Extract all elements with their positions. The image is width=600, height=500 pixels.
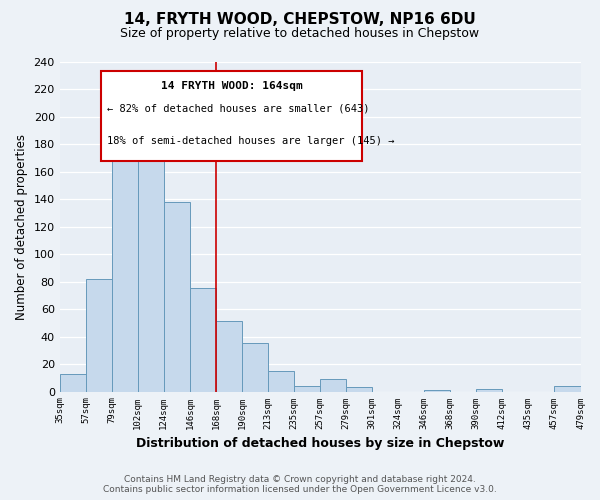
Bar [346, 388, 372, 392]
Text: ← 82% of detached houses are smaller (643): ← 82% of detached houses are smaller (64… [107, 104, 369, 114]
Text: 18% of semi-detached houses are larger (145) →: 18% of semi-detached houses are larger (… [107, 136, 394, 146]
Text: 14, FRYTH WOOD, CHEPSTOW, NP16 6DU: 14, FRYTH WOOD, CHEPSTOW, NP16 6DU [124, 12, 476, 28]
Bar [216, 322, 242, 392]
Bar [112, 126, 138, 392]
Bar [424, 390, 450, 392]
FancyBboxPatch shape [101, 72, 362, 160]
Bar [294, 386, 320, 392]
X-axis label: Distribution of detached houses by size in Chepstow: Distribution of detached houses by size … [136, 437, 504, 450]
Bar [190, 288, 216, 392]
Bar [554, 386, 581, 392]
Bar [59, 374, 86, 392]
Bar [86, 279, 112, 392]
Y-axis label: Number of detached properties: Number of detached properties [15, 134, 28, 320]
Bar [164, 202, 190, 392]
Text: Contains HM Land Registry data © Crown copyright and database right 2024.
Contai: Contains HM Land Registry data © Crown c… [103, 474, 497, 494]
Bar [138, 150, 164, 392]
Bar [268, 371, 294, 392]
Bar [476, 389, 502, 392]
Text: Size of property relative to detached houses in Chepstow: Size of property relative to detached ho… [121, 28, 479, 40]
Bar [242, 344, 268, 392]
Bar [320, 379, 346, 392]
Text: 14 FRYTH WOOD: 164sqm: 14 FRYTH WOOD: 164sqm [161, 82, 302, 92]
